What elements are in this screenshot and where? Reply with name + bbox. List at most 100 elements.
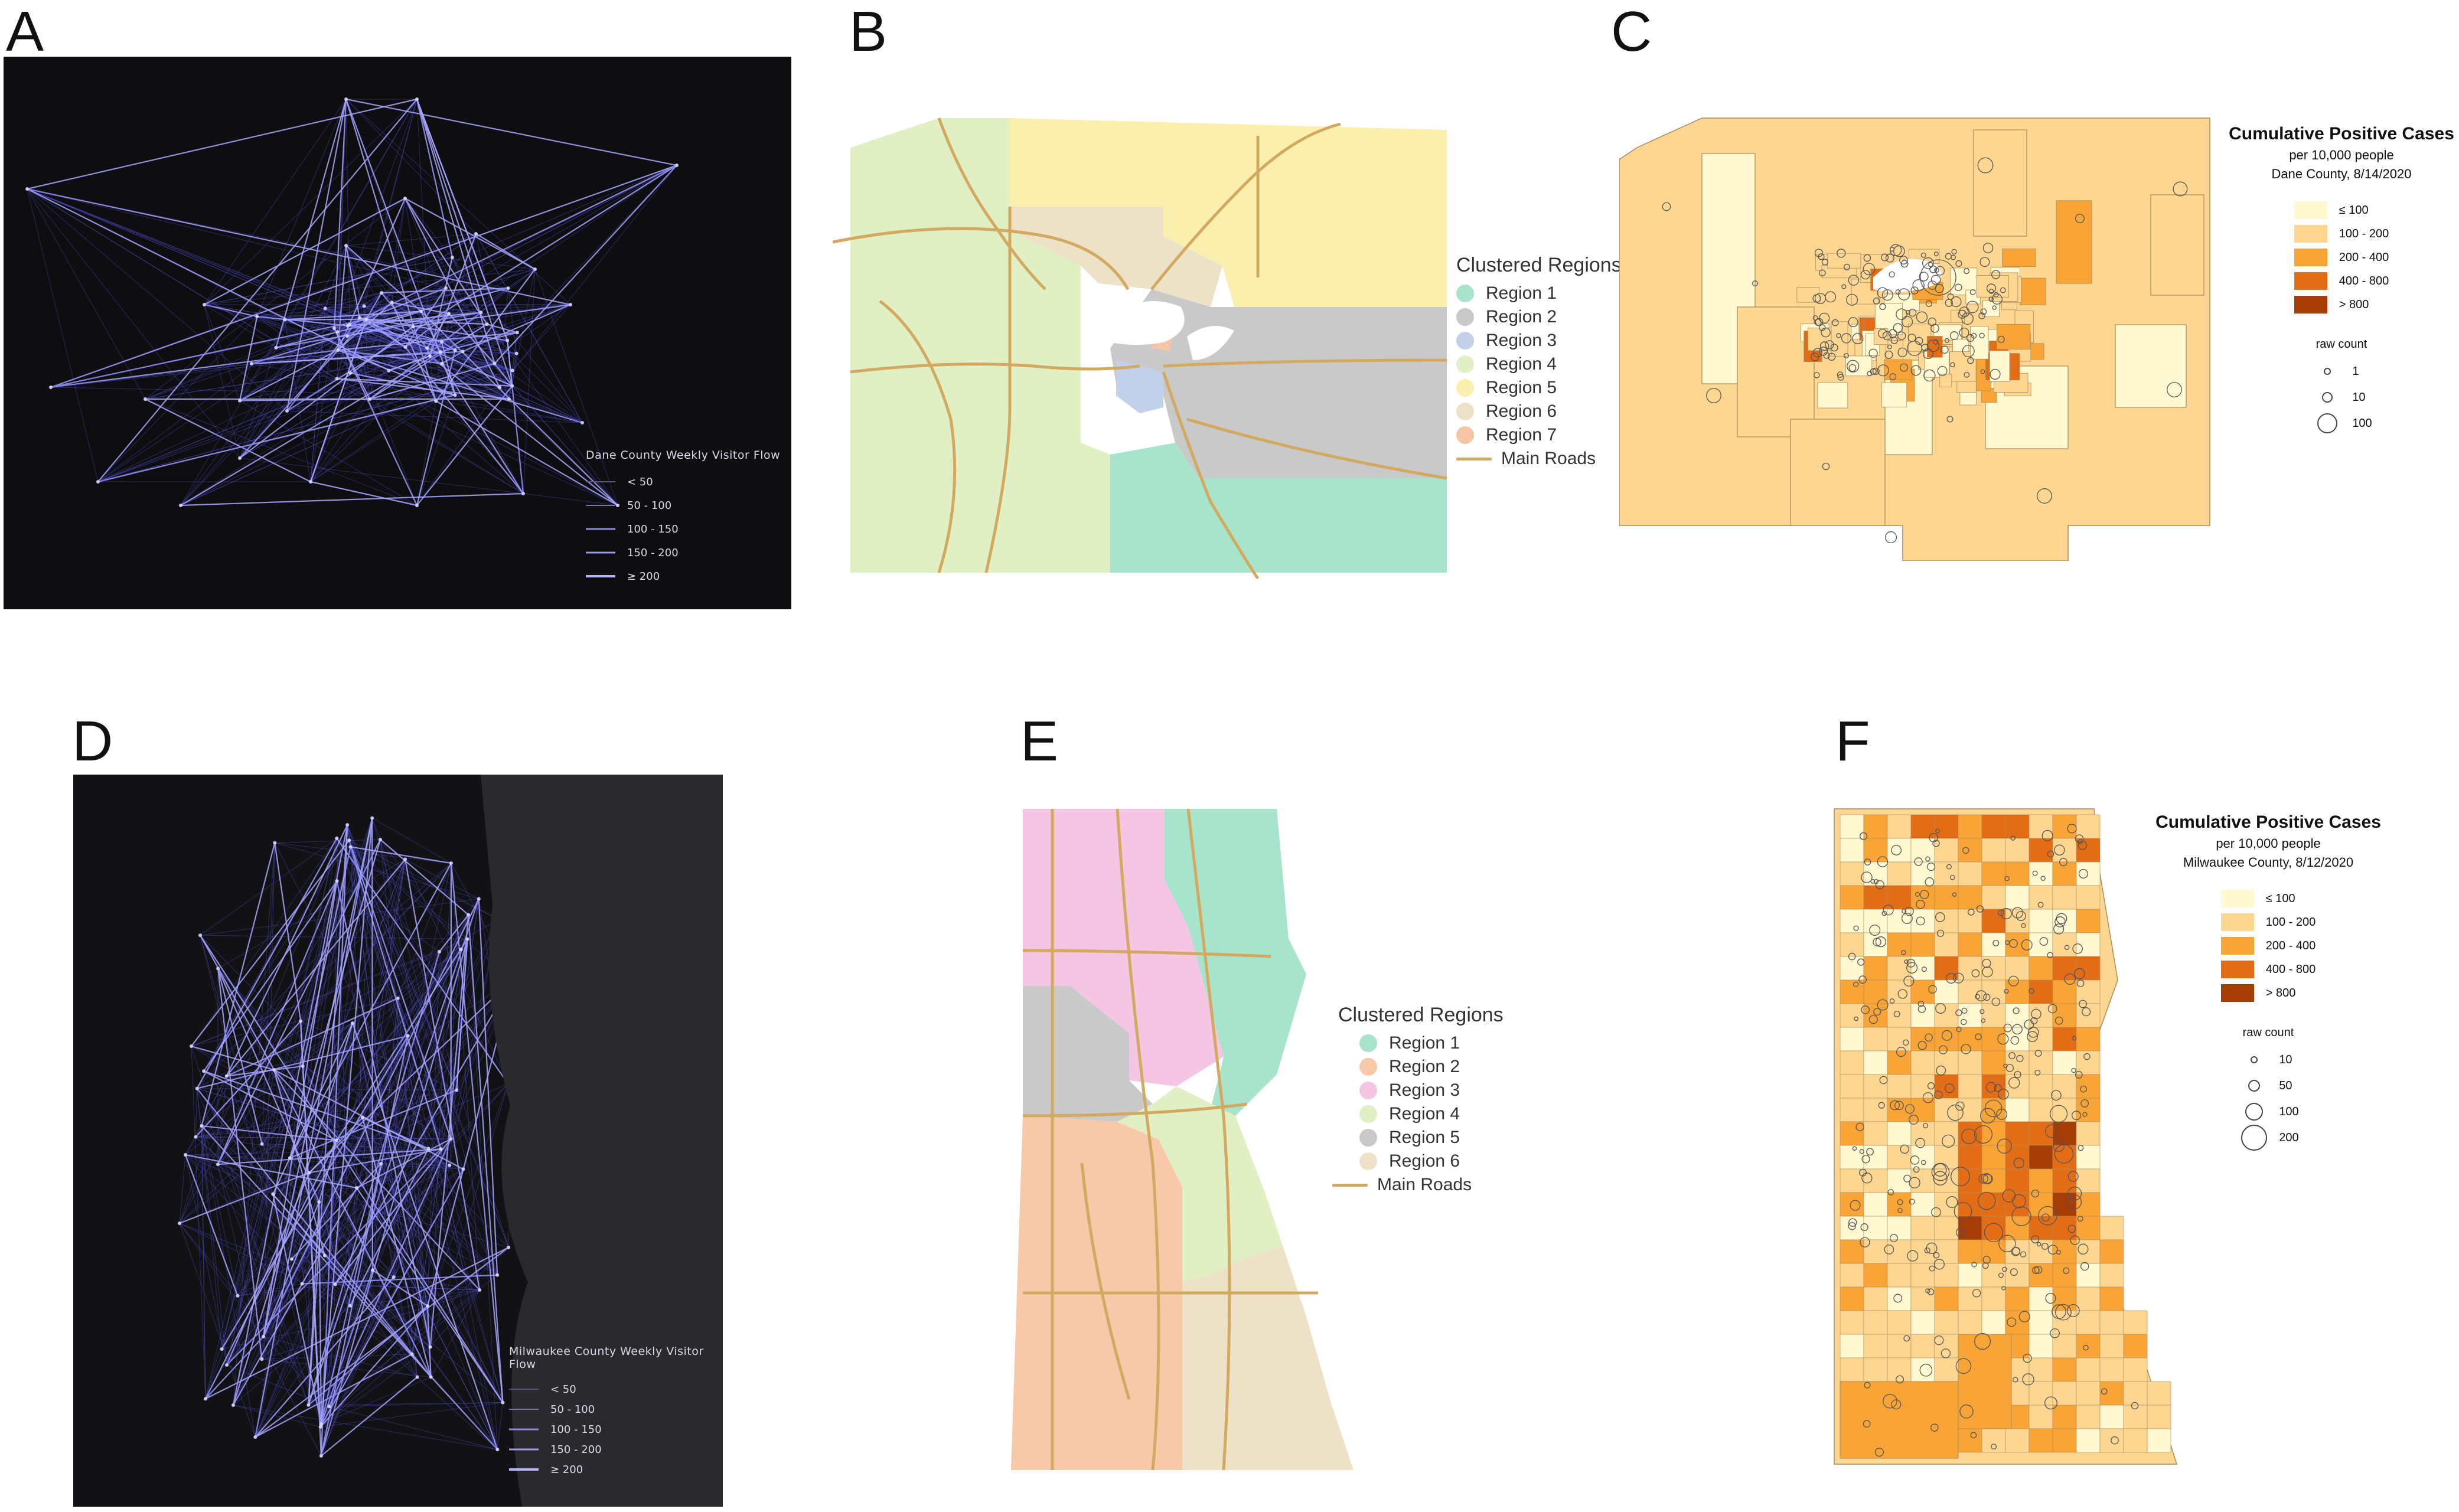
dane-legend-row-1: Region 1 (1456, 282, 1622, 305)
milwaukee-case-class-5-label: > 800 (2265, 986, 2296, 1000)
dane-flow-class-1: < 50 (627, 475, 653, 488)
dane-case-class-2-label: 100 - 200 (2339, 227, 2389, 240)
milwaukee-region-3-label: Region 3 (1389, 1080, 1460, 1100)
milwaukee-region-4-swatch (1359, 1105, 1377, 1123)
dane-region-3-swatch (1456, 332, 1474, 350)
milwaukee-case-class-3-swatch (2220, 937, 2254, 955)
dane-region-4-swatch (1456, 355, 1474, 373)
dane-region-4-label: Region 4 (1486, 354, 1557, 374)
dane-main-roads-label: Main Roads (1501, 449, 1596, 468)
milwaukee-regions-map (1011, 809, 1365, 1476)
milwaukee-regions-legend: Clustered Regions Region 1 Region 2 Region… (1332, 1004, 1504, 1197)
milwaukee-flow-legend: Milwaukee County Weekly Visitor Flow < 5… (509, 1345, 723, 1480)
dane-raw-count-3: 100 (2352, 416, 2372, 430)
dane-regions-svg (833, 117, 1447, 579)
milwaukee-raw-count-2: 50 (2279, 1079, 2292, 1092)
raw-count-circle-medium (2322, 392, 2333, 403)
milwaukee-raw-count-title: raw count (2242, 1026, 2294, 1039)
milwaukee-case-class-2-swatch (2220, 913, 2254, 931)
dane-lake-monona (1187, 326, 1234, 360)
dane-flow-class-2: 50 - 100 (627, 499, 672, 512)
dane-flow-class-3: 100 - 150 (627, 522, 679, 535)
milwaukee-region-6-swatch (1359, 1152, 1377, 1170)
dane-flow-map: Dane County Weekly Visitor Flow < 50 50 … (4, 57, 791, 609)
dane-case-class-1-label: ≤ 100 (2339, 203, 2369, 217)
milwaukee-main-roads-label: Main Roads (1377, 1175, 1472, 1194)
milwaukee-flow-map: Milwaukee County Weekly Visitor Flow < 5… (73, 775, 723, 1507)
dane-region-5-label: Region 5 (1486, 378, 1557, 397)
dane-region-7-swatch (1456, 426, 1474, 444)
dane-region-5-area (1010, 118, 1447, 307)
dane-case-circles (1662, 157, 2188, 544)
lake-michigan (481, 775, 723, 1507)
dane-regions-map (833, 112, 1453, 579)
milwaukee-flow-edges (179, 818, 514, 1457)
dane-cases-legend: Cumulative Positive Cases per 10,000 peo… (2226, 124, 2457, 436)
dane-flow-class-5: ≥ 200 (627, 570, 660, 583)
raw-count-circle-small (2251, 1056, 2258, 1063)
milwaukee-flow-class-5: ≥ 200 (550, 1463, 583, 1476)
milwaukee-cases-subtitle-2: Milwaukee County, 8/12/2020 (2183, 855, 2354, 870)
dane-cases-svg (1619, 117, 2210, 561)
dane-legend-row-3: Region 3 (1456, 329, 1622, 352)
dane-case-class-2-swatch (2294, 225, 2327, 243)
milwaukee-region-2-swatch (1359, 1058, 1377, 1076)
panel-letter-b: B (849, 0, 888, 63)
dane-legend-row-6: Region 6 (1456, 400, 1622, 423)
milwaukee-legend-row-2: Region 2 (1359, 1055, 1504, 1079)
milwaukee-case-class-5-swatch (2220, 984, 2254, 1002)
dane-legend-row-5: Region 5 (1456, 376, 1622, 400)
dane-case-class-4-swatch (2294, 272, 2327, 290)
dane-case-class-3-swatch (2294, 249, 2327, 266)
milwaukee-case-class-4-swatch (2220, 961, 2254, 978)
milwaukee-raw-count-3: 100 (2279, 1105, 2299, 1118)
milwaukee-case-class-2-label: 100 - 200 (2265, 915, 2316, 929)
dane-raw-count-title: raw count (2315, 338, 2367, 351)
milwaukee-case-class-1-swatch (2220, 890, 2254, 907)
milwaukee-region-4-label: Region 4 (1389, 1104, 1460, 1124)
dane-flow-edges (27, 98, 677, 507)
raw-count-circle-large (2317, 413, 2338, 433)
dane-flow-nodes (25, 97, 679, 507)
dane-case-class-5-swatch (2294, 296, 2327, 313)
dane-raw-count-2: 10 (2352, 390, 2366, 404)
milwaukee-legend-row-6: Region 6 (1359, 1149, 1504, 1173)
milwaukee-legend-row-1: Region 1 (1359, 1031, 1504, 1055)
milwaukee-case-circles (1848, 824, 2139, 1457)
panel-letter-f: F (1835, 710, 1870, 773)
milwaukee-region-2-label: Region 2 (1389, 1057, 1460, 1076)
dane-region-1-label: Region 1 (1486, 283, 1557, 303)
dane-regions-legend-title: Clustered Regions (1456, 254, 1622, 276)
milwaukee-region-6-area (1182, 1246, 1354, 1470)
milwaukee-flow-class-4: 150 - 200 (550, 1443, 602, 1456)
milwaukee-flow-legend-title: Milwaukee County Weekly Visitor Flow (509, 1345, 704, 1371)
dane-case-class-1-swatch (2294, 201, 2327, 219)
milwaukee-region-1-area (1165, 809, 1306, 1116)
dane-lake-mendota (1098, 301, 1185, 345)
dane-legend-row-7: Region 7 (1456, 423, 1622, 447)
milwaukee-case-class-1-label: ≤ 100 (2265, 891, 2295, 905)
milwaukee-flow-network (178, 775, 723, 1507)
dane-region-3-area (1116, 360, 1163, 413)
panel-letter-a: A (6, 0, 44, 63)
dane-case-class-3-label: 200 - 400 (2339, 250, 2389, 264)
dane-cases-subtitle-2: Dane County, 8/14/2020 (2271, 166, 2412, 181)
dane-flow-network (25, 97, 679, 507)
dane-flow-legend-title: Dane County Weekly Visitor Flow (586, 449, 781, 462)
raw-count-circle-small (2324, 368, 2331, 375)
milwaukee-legend-row-5: Region 5 (1359, 1126, 1504, 1149)
dane-tracts (1619, 117, 2210, 561)
panel-letter-d: D (72, 710, 113, 773)
milwaukee-case-class-3-label: 200 - 400 (2265, 939, 2316, 952)
dane-legend-row-4: Region 4 (1456, 352, 1622, 376)
dane-case-class-4-label: 400 - 800 (2339, 274, 2389, 288)
raw-count-circle-xlarge (2241, 1125, 2268, 1151)
milwaukee-main-roads (1022, 809, 1318, 1471)
dane-flow-legend: Dane County Weekly Visitor Flow < 50 50 … (586, 449, 780, 588)
raw-count-circle-medium (2248, 1080, 2261, 1092)
dane-region-6-area (1010, 207, 1222, 307)
dane-legend-row-2: Region 2 (1456, 305, 1622, 329)
milwaukee-region-3-area (1023, 809, 1224, 1086)
dane-regions-legend: Clustered Regions Region 1 Region 2 Region… (1456, 254, 1622, 471)
raw-count-circle-large (2245, 1103, 2264, 1121)
